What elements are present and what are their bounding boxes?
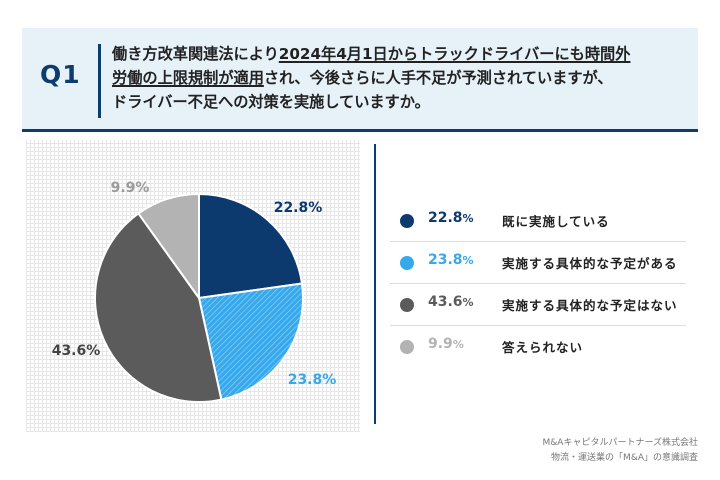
question-line-1: 働き方改革関連法により2024年4月1日からトラックドライバーにも時間外 (112, 42, 692, 66)
legend-item: 9.9% 答えられない (390, 326, 686, 368)
question-banner: Q1 働き方改革関連法により2024年4月1日からトラックドライバーにも時間外 … (22, 28, 698, 132)
legend-value-unit: % (462, 296, 474, 309)
source-survey: 物流・運送業の「M&A」の意識調査 (551, 453, 698, 463)
question-line-1-plain: 働き方改革関連法により (112, 45, 279, 63)
legend-value-unit: % (462, 254, 474, 267)
source-company: M&Aキャピタルパートナーズ株式会社 (542, 438, 699, 448)
pie-slice (197, 282, 304, 401)
legend-label: 答えられない (502, 340, 584, 355)
question-divider (98, 44, 101, 118)
pie-slice-label: 9.9% (111, 180, 150, 196)
vertical-divider (374, 144, 376, 424)
question-line-3: ドライバー不足への対策を実施していますか。 (112, 93, 430, 111)
legend-label: 実施する具体的な予定はない (502, 298, 678, 313)
source-credit: M&Aキャピタルパートナーズ株式会社 物流・運送業の「M&A」の意識調査 (543, 436, 699, 466)
question-number: Q1 (40, 60, 81, 89)
legend-item: 23.8% 実施する具体的な予定がある (390, 242, 686, 284)
legend-value: 43.6% (428, 294, 484, 310)
legend-item: 43.6% 実施する具体的な予定はない (390, 284, 686, 326)
question-line-2-underlined: 労働の上限規制が適用 (112, 69, 264, 87)
pie-slice (198, 192, 304, 300)
legend-value: 22.8% (428, 210, 484, 226)
pie-slice (94, 212, 223, 403)
legend-value: 23.8% (428, 252, 484, 268)
legend-value-unit: % (452, 338, 464, 351)
legend-value: 9.9% (428, 336, 484, 352)
legend-swatch (400, 298, 414, 312)
legend-value-number: 9.9 (428, 336, 453, 352)
legend-value-number: 22.8 (428, 210, 463, 226)
pie-slice (137, 192, 200, 302)
legend-swatch (400, 340, 414, 354)
question-line-1-underlined: 2024年4月1日からトラックドライバーにも時間外 (278, 45, 631, 63)
legend-swatch (400, 256, 414, 270)
pie-slice-label: 23.8% (288, 372, 337, 388)
legend: 22.8% 既に実施している 23.8% 実施する具体的な予定がある 43.6%… (390, 200, 686, 368)
pie-slice-label: 22.8% (274, 200, 323, 216)
legend-label: 既に実施している (502, 214, 610, 229)
legend-value-number: 23.8 (428, 252, 463, 268)
legend-swatch (400, 214, 414, 228)
legend-label: 実施する具体的な予定がある (502, 256, 678, 271)
pie-slice-label: 43.6% (52, 343, 101, 359)
legend-item: 22.8% 既に実施している (390, 200, 686, 242)
question-text: 働き方改革関連法により2024年4月1日からトラックドライバーにも時間外 労働の… (112, 42, 692, 114)
question-line-2-plain: され、今後さらに人手不足が予測されていますが、 (263, 69, 613, 87)
legend-value-unit: % (462, 212, 474, 225)
question-line-2: 労働の上限規制が適用され、今後さらに人手不足が予測されていますが、 (112, 66, 692, 90)
legend-value-number: 43.6 (428, 294, 463, 310)
